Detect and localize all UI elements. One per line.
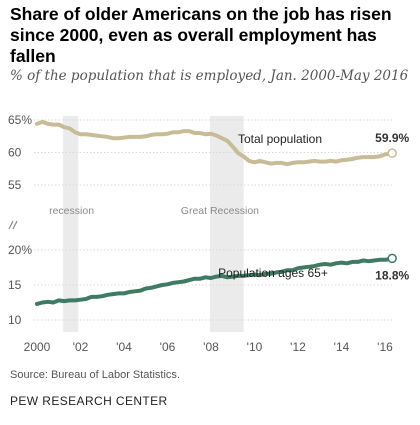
source-note: Source: Bureau of Labor Statistics. [10, 369, 180, 381]
series-line [35, 256, 395, 306]
x-tick-label: '06 [160, 340, 176, 354]
y-tick-label: 60 [8, 146, 22, 160]
x-tick-label: 2000 [24, 340, 51, 354]
x-tick-label: '02 [73, 340, 89, 354]
recession-label: recession [49, 205, 94, 217]
chart-labels: recession Great Recession 65% 60 55 20% 15 1020… [8, 113, 410, 354]
series-name-label: Population ages 65+ [218, 266, 328, 280]
x-tick-label: '12 [290, 340, 306, 354]
x-tick-label: '10 [247, 340, 263, 354]
gridlines [8, 119, 392, 321]
recession-label: Great Recession [181, 205, 259, 217]
x-tick-label: '04 [116, 340, 132, 354]
chart-subtitle: % of the population that is employed, Ja… [10, 68, 409, 84]
series-lines [35, 119, 397, 306]
series-name-label: Total population [238, 132, 322, 146]
recession-band [63, 116, 79, 332]
end-value-label: 18.8% [375, 268, 409, 282]
brand-logo-text: PEW RESEARCH CENTER [10, 394, 168, 408]
axis-break-icon [8, 220, 18, 230]
y-tick-label: 15 [8, 278, 22, 292]
series-line [35, 119, 395, 167]
chart-title: Share of older Americans on the job has … [10, 4, 392, 66]
recession-shading [63, 116, 244, 332]
x-tick-label: '14 [334, 340, 350, 354]
end-value-label: 59.9% [375, 131, 409, 145]
y-tick-label: 20% [8, 243, 32, 257]
x-tick-label: '08 [203, 340, 219, 354]
series-end-marker [387, 148, 397, 158]
y-tick-label: 10 [8, 313, 22, 327]
recession-band [209, 116, 244, 332]
x-tick-label: '16 [377, 340, 393, 354]
series-end-marker [387, 253, 397, 264]
y-tick-label: 55 [8, 178, 22, 192]
y-tick-label: 65% [8, 113, 32, 127]
